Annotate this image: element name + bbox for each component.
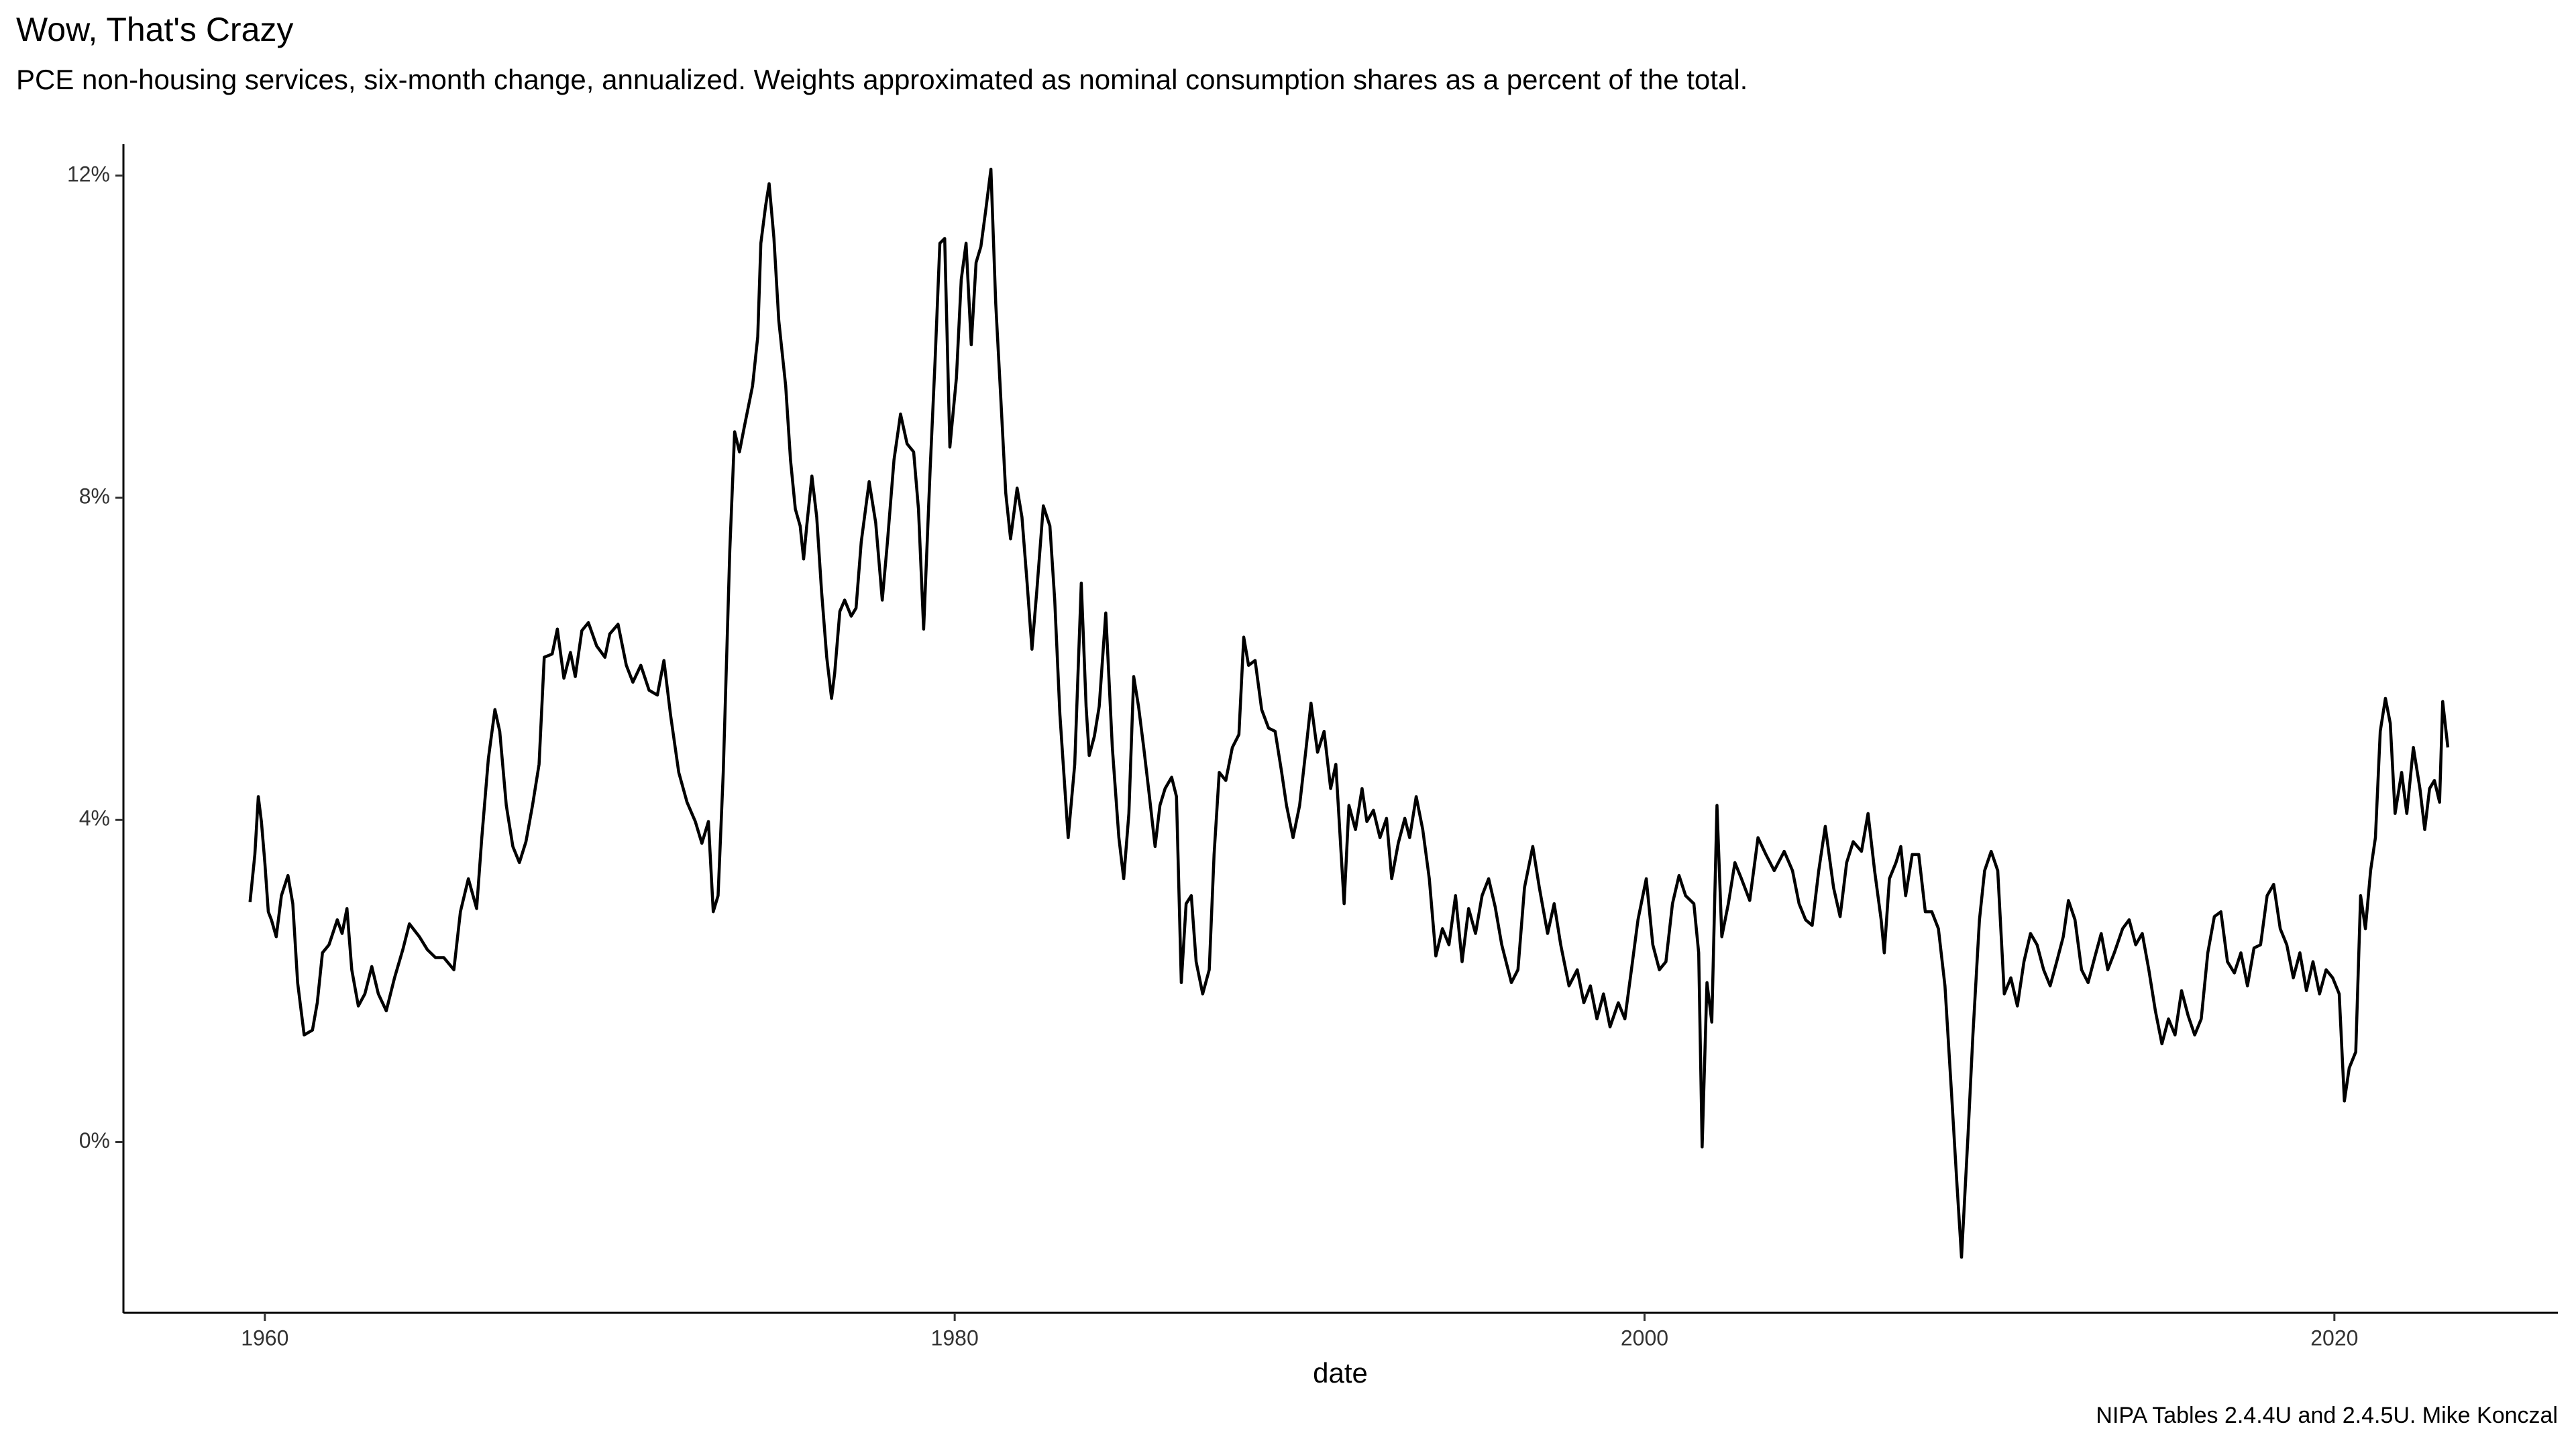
y-tick-label: 4% bbox=[79, 806, 110, 830]
y-tick-label: 0% bbox=[79, 1128, 110, 1152]
y-tick-label: 8% bbox=[79, 484, 110, 508]
x-tick-label: 1960 bbox=[241, 1326, 288, 1350]
chart-subtitle: PCE non-housing services, six-month chan… bbox=[16, 64, 1748, 95]
y-tick-label: 12% bbox=[67, 162, 110, 186]
x-tick-label: 1980 bbox=[931, 1326, 979, 1350]
data-line bbox=[248, 167, 2450, 1259]
caption: NIPA Tables 2.4.4U and 2.4.5U. Mike Konc… bbox=[2096, 1403, 2558, 1428]
chart-title: Wow, That's Crazy bbox=[16, 11, 293, 48]
x-axis-label: date bbox=[1313, 1357, 1368, 1389]
x-tick-label: 2020 bbox=[2310, 1326, 2358, 1350]
x-tick-label: 2000 bbox=[1621, 1326, 1668, 1350]
